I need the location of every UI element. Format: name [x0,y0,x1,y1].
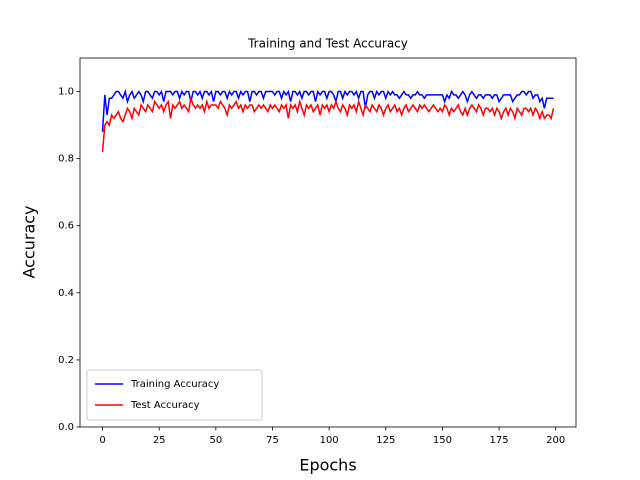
x-tick-label: 75 [266,435,279,446]
legend-label: Training Accuracy [130,379,219,390]
x-tick-label: 25 [153,435,166,446]
series-line [101,98,555,152]
y-axis-label: Accuracy [20,205,39,278]
x-tick-label: 0 [99,435,105,446]
x-tick-label: 125 [376,435,395,446]
y-tick-label: 0.8 [58,154,74,165]
plot-frame [79,57,577,428]
x-tick-label: 50 [209,435,222,446]
x-tick-label: 200 [546,435,565,446]
y-tick-label: 1.0 [58,87,74,98]
y-tick-label: 0.4 [58,288,74,299]
chart-title: Training and Test Accuracy [247,37,408,51]
x-axis-label: Epochs [299,456,356,475]
legend-label: Test Accuracy [130,400,200,411]
x-tick-label: 100 [320,435,339,446]
y-tick-label: 0.6 [58,221,74,232]
x-tick-label: 150 [433,435,452,446]
x-tick-label: 175 [490,435,509,446]
y-tick-label: 0.0 [58,422,74,433]
series-line [101,88,554,132]
y-tick-label: 0.2 [58,355,74,366]
legend-box [86,369,263,421]
